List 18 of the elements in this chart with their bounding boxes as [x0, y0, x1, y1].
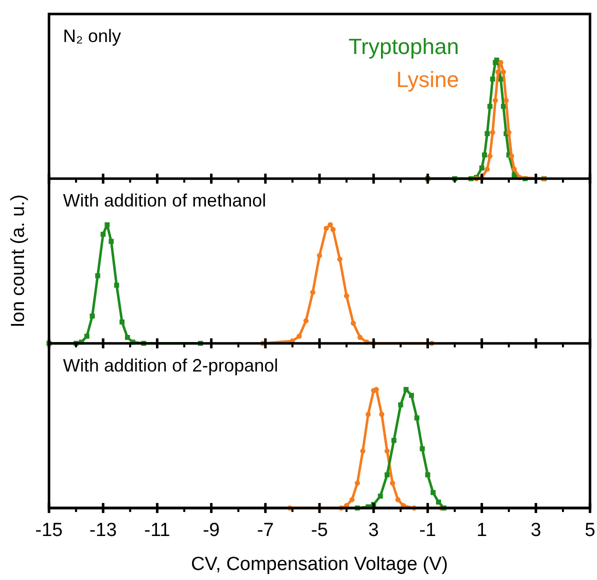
x-tick-label: 5 [584, 520, 596, 541]
x-tick-label: -11 [144, 520, 170, 541]
x-tick-label: -15 [35, 520, 63, 541]
x-tick-label: -1 [419, 520, 436, 541]
x-tick-label: 3 [368, 520, 379, 541]
y-axis-title: Ion count (a. u.) [8, 194, 29, 328]
x-axis-title: CV, Compensation Voltage (V) [190, 554, 448, 575]
series-label: Lysine [396, 67, 459, 92]
x-tick-label: 1 [476, 520, 488, 541]
x-tick-label: -5 [311, 520, 328, 541]
x-tick-label: -9 [202, 520, 220, 541]
chart-title: With addition of 2-propanol [63, 355, 278, 376]
series-label: Tryptophan [348, 34, 459, 59]
chart-title: With addition of methanol [63, 190, 266, 211]
x-tick-label: -13 [89, 520, 117, 541]
chart-title: N₂ only [63, 26, 122, 46]
x-tick-label: -7 [256, 520, 274, 541]
x-tick-label: 3 [530, 520, 542, 541]
